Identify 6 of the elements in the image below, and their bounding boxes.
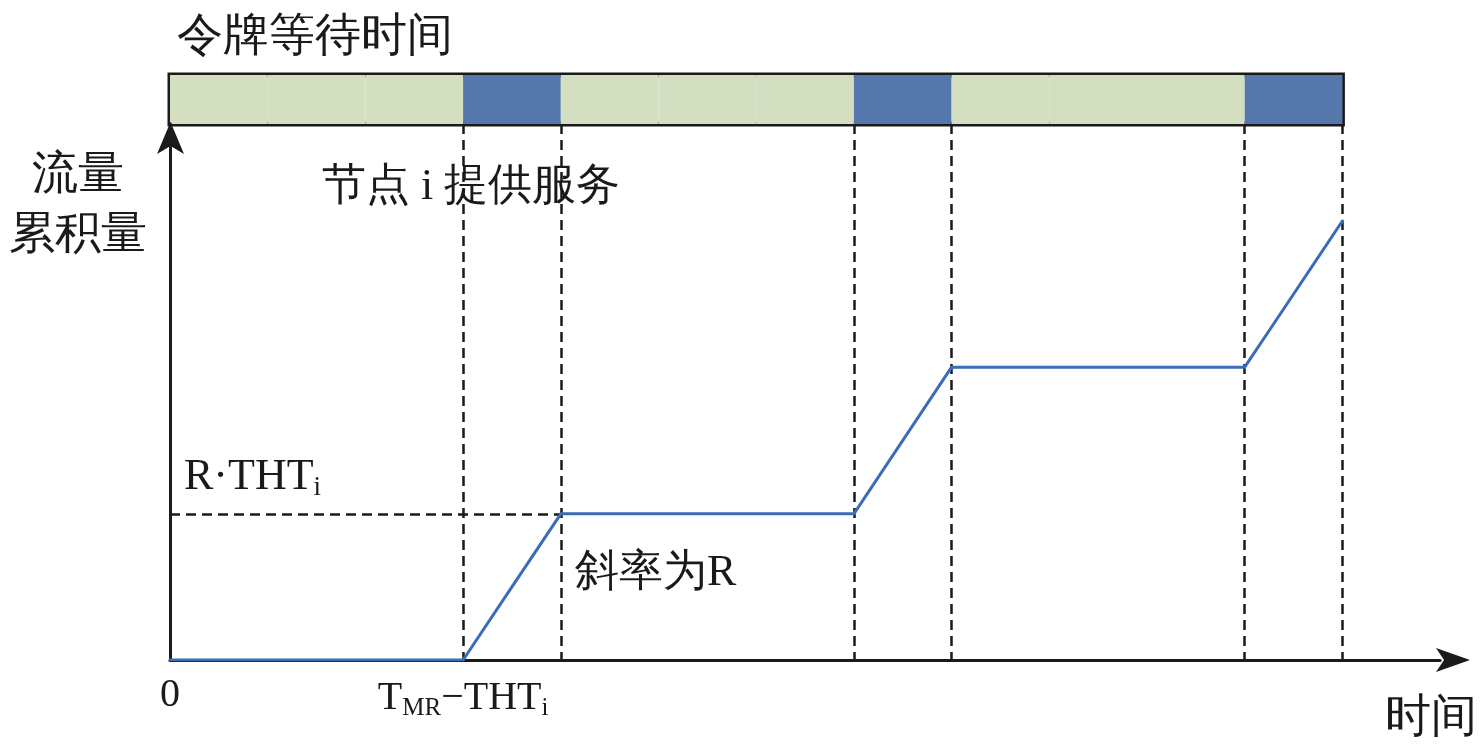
- text: 节点 i 提供服务: [322, 159, 621, 209]
- chart-title: 令牌等待时间: [177, 8, 453, 60]
- x-axis-title: 时间: [1385, 689, 1477, 741]
- x-tick-label: 0: [160, 669, 180, 715]
- annotation: 斜率为R: [575, 545, 737, 595]
- y-axis-title: 流量累积量: [9, 146, 147, 258]
